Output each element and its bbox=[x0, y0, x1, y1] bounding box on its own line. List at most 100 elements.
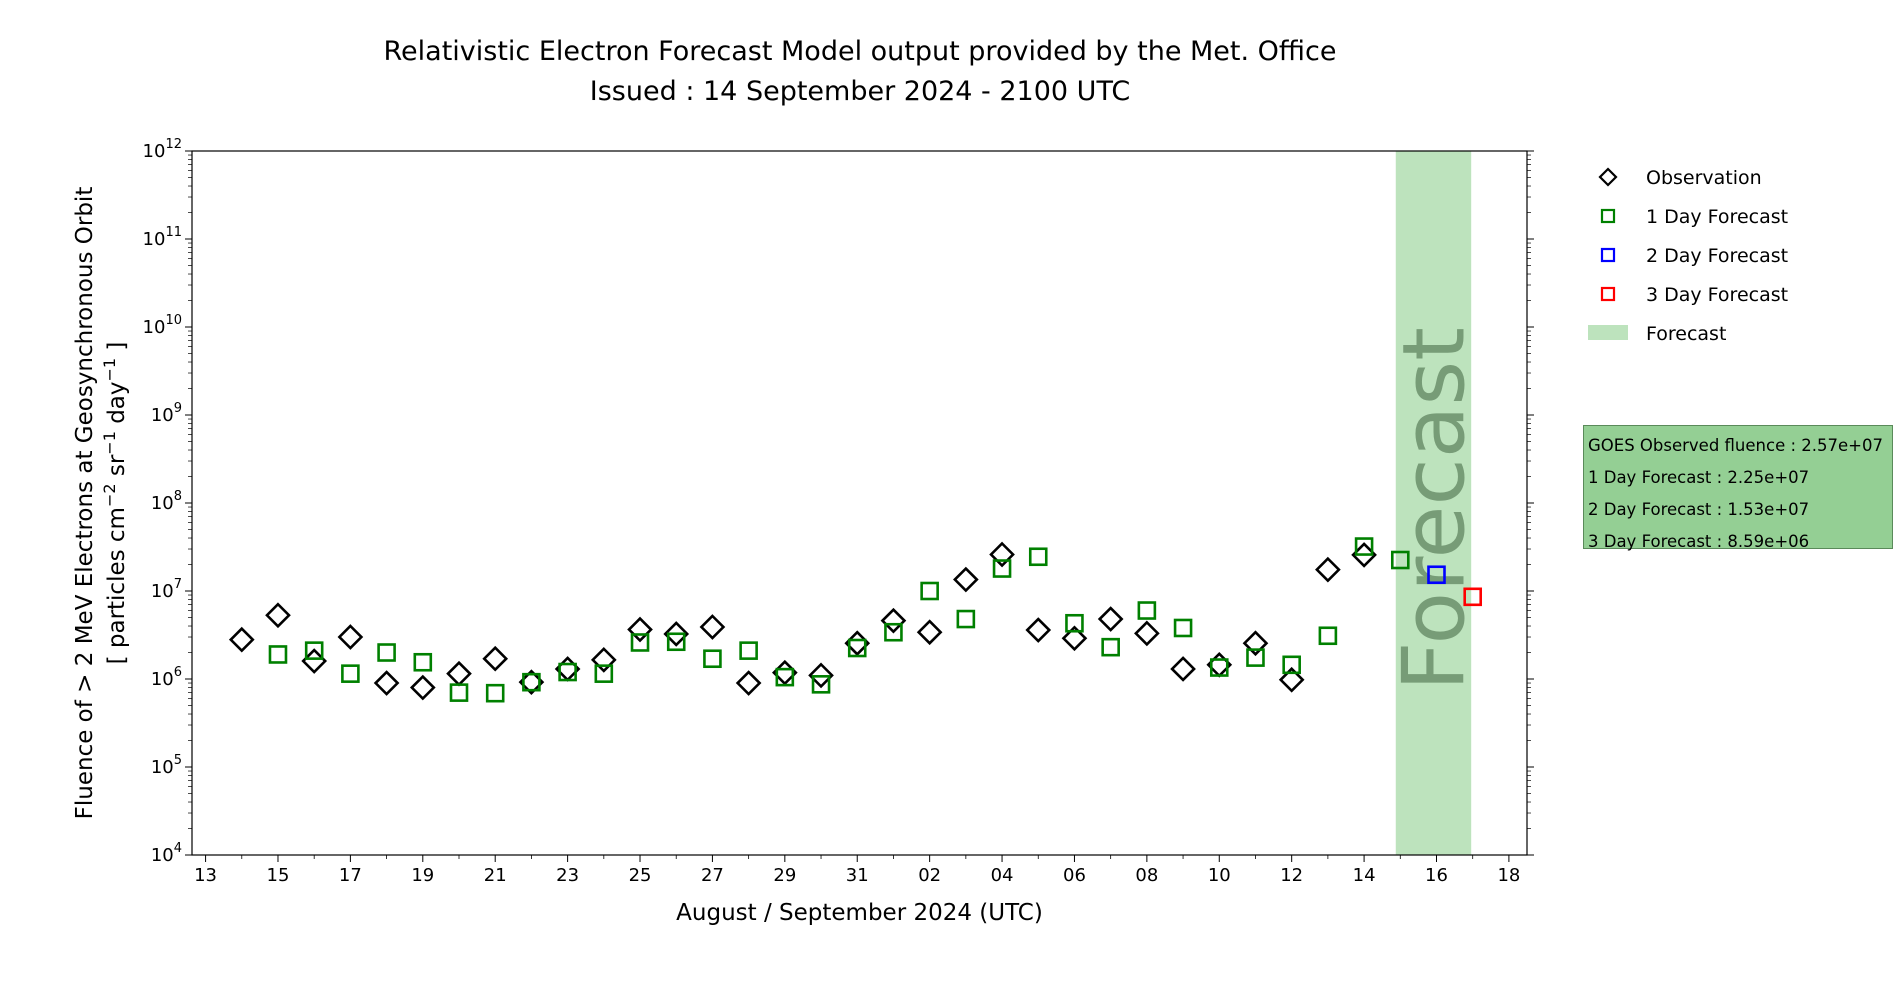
x-tick-label: 18 bbox=[1497, 865, 1520, 886]
observation-point bbox=[265, 602, 291, 629]
forecast-band-label: Forecast bbox=[1384, 327, 1484, 691]
1-day-forecast-point bbox=[1390, 550, 1410, 570]
observation-point bbox=[482, 645, 509, 672]
x-tick-label: 17 bbox=[339, 865, 362, 886]
legend-label-3-day-forecast: 3 Day Forecast bbox=[1646, 284, 1788, 306]
legend-swatch-observation bbox=[1598, 167, 1618, 187]
1-day-forecast-point bbox=[884, 622, 903, 642]
observation-point bbox=[373, 670, 400, 696]
2-day-forecast-point bbox=[1427, 565, 1446, 585]
x-axis-label: August / September 2024 (UTC) bbox=[676, 900, 1043, 926]
1-day-forecast-point bbox=[811, 675, 831, 694]
1-day-forecast-point bbox=[847, 638, 867, 658]
x-tick-label: 31 bbox=[846, 865, 869, 886]
1-day-forecast-point bbox=[920, 581, 939, 601]
x-tick-label: 25 bbox=[629, 865, 652, 886]
legend-label-2-day-forecast: 2 Day Forecast bbox=[1646, 245, 1788, 267]
observation-point bbox=[446, 660, 472, 687]
y-tick-label: 108 bbox=[151, 489, 182, 514]
observation-point bbox=[337, 624, 364, 650]
x-tick-label: 21 bbox=[484, 865, 507, 886]
observation-point bbox=[1315, 556, 1341, 583]
observation-point bbox=[1134, 620, 1160, 647]
x-tick-label: 10 bbox=[1208, 865, 1231, 886]
legend-swatch-1-day-forecast bbox=[1600, 208, 1616, 224]
fluence-info-box: GOES Observed fluence : 2.57e+07 1 Day F… bbox=[1583, 425, 1893, 551]
x-tick-label: 12 bbox=[1280, 865, 1303, 886]
1-day-forecast-point bbox=[377, 643, 396, 662]
3-day-forecast-point bbox=[1463, 587, 1482, 607]
1-day-forecast-point bbox=[594, 664, 614, 683]
x-tick-label: 08 bbox=[1135, 865, 1158, 886]
y-tick-label: 1010 bbox=[143, 313, 182, 338]
1-day-forecast-point bbox=[739, 641, 758, 660]
legend-label-1-day-forecast: 1 Day Forecast bbox=[1646, 206, 1788, 228]
observation-point bbox=[989, 541, 1015, 568]
1-day-forecast-point bbox=[522, 672, 541, 692]
chart-title: Relativistic Electron Forecast Model out… bbox=[383, 36, 1337, 67]
observation-point bbox=[880, 607, 907, 634]
x-tick-label: 29 bbox=[773, 865, 796, 886]
1-day-forecast-point bbox=[630, 633, 650, 652]
1-day-forecast-point bbox=[1354, 537, 1374, 556]
info-3day-forecast: 3 Day Forecast : 8.59e+06 bbox=[1588, 532, 1810, 551]
1-day-forecast-point bbox=[1282, 655, 1301, 675]
observation-point bbox=[916, 619, 943, 646]
x-tick-label: 23 bbox=[556, 865, 579, 886]
1-day-forecast-point bbox=[558, 662, 577, 682]
1-day-forecast-point bbox=[449, 683, 469, 702]
1-day-forecast-point bbox=[666, 632, 686, 652]
observation-point bbox=[590, 647, 617, 673]
observation-point bbox=[663, 621, 690, 647]
y-tick-label: 104 bbox=[151, 841, 182, 866]
legend-swatch-3-day-forecast bbox=[1600, 286, 1616, 302]
observation-point bbox=[1278, 666, 1305, 693]
1-day-forecast-point bbox=[775, 667, 795, 687]
1-day-forecast-point bbox=[956, 609, 976, 629]
observation-point bbox=[953, 566, 979, 593]
1-day-forecast-point bbox=[992, 559, 1012, 578]
y-tick-label: 1011 bbox=[143, 225, 182, 250]
observation-point bbox=[228, 626, 255, 653]
info-goes-observed: GOES Observed fluence : 2.57e+07 bbox=[1588, 436, 1883, 455]
observation-point bbox=[808, 662, 834, 689]
y-tick-label: 105 bbox=[151, 753, 182, 778]
legend-label-forecast: Forecast bbox=[1646, 323, 1726, 345]
1-day-forecast-point bbox=[1173, 618, 1193, 638]
y-axis-label-line2: [ particles cm−2 sr−1 day−1 ] bbox=[100, 342, 130, 665]
observation-point bbox=[409, 674, 436, 701]
observation-point bbox=[1061, 625, 1088, 652]
y-axis-label-line1: Fluence of > 2 MeV Electrons at Geosynch… bbox=[72, 187, 98, 820]
axes-layer: 13 15 17 19 21 23 25 27 29 31 02 04 06 08 10 12 14 16 1810… bbox=[143, 137, 1534, 886]
plot-frame bbox=[191, 150, 1528, 856]
1-day-forecast-point bbox=[413, 652, 433, 672]
1-day-forecast-point bbox=[268, 645, 288, 664]
info-2day-forecast: 2 Day Forecast : 1.53e+07 bbox=[1588, 500, 1810, 519]
axis-labels: August / September 2024 (UTC) Fluence of … bbox=[72, 187, 1043, 926]
1-day-forecast-point bbox=[703, 649, 722, 669]
1-day-forecast-point bbox=[1101, 637, 1120, 657]
observation-point bbox=[1242, 630, 1269, 657]
x-tick-label: 16 bbox=[1425, 865, 1448, 886]
legend: Observation 1 Day Forecast 2 Day Forecast 3… bbox=[1588, 167, 1788, 345]
forecast-band-layer: Forecast bbox=[1384, 151, 1484, 855]
y-tick-label: 107 bbox=[151, 577, 182, 602]
1-day-forecast-point bbox=[341, 664, 360, 683]
forecast-band bbox=[1395, 151, 1472, 855]
observation-point bbox=[735, 670, 762, 696]
x-tick-label: 06 bbox=[1063, 865, 1086, 886]
x-tick-label: 15 bbox=[267, 865, 290, 886]
1-day-forecast-point bbox=[1246, 648, 1265, 667]
1-day-forecast-point bbox=[304, 641, 324, 660]
1-day-forecast-point bbox=[1137, 601, 1157, 620]
x-tick-label: 27 bbox=[701, 865, 724, 886]
1-day-forecast-point bbox=[1318, 626, 1338, 646]
legend-swatch-2-day-forecast bbox=[1600, 247, 1616, 263]
observation-point bbox=[627, 616, 653, 643]
y-tick-label: 109 bbox=[151, 401, 182, 426]
x-tick-label: 14 bbox=[1353, 865, 1376, 886]
observation-point bbox=[1025, 617, 1052, 643]
points-layer bbox=[228, 537, 1482, 703]
legend-label-observation: Observation bbox=[1646, 167, 1762, 189]
